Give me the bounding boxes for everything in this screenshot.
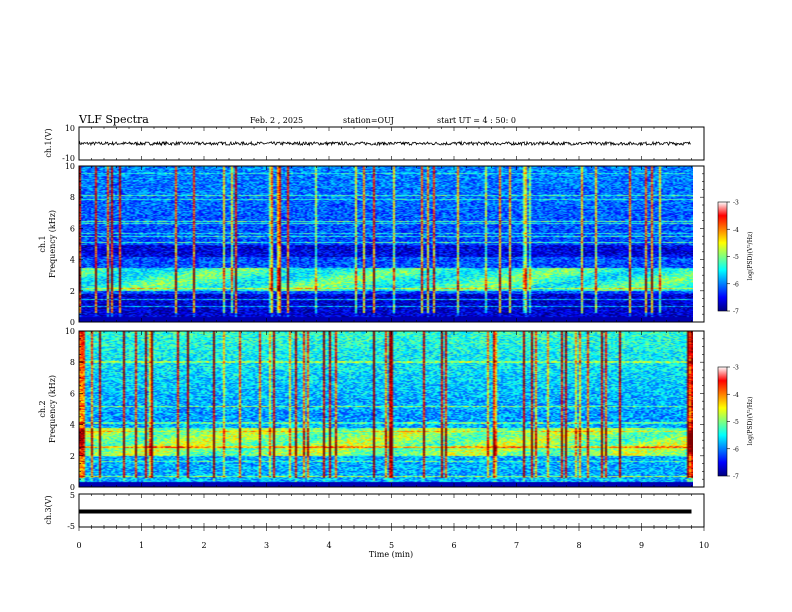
colorbar-tick-label: -6 — [733, 446, 739, 453]
ch2-colorbar-scale — [717, 366, 728, 477]
ch1-spectrogram-time-ticks — [78, 166, 705, 322]
ch2-spectrogram-image — [79, 331, 693, 487]
time-tick-label: 3 — [264, 541, 269, 550]
ch2-freq-ticks: 0 2 4 6 8 10 — [65, 327, 704, 492]
freq-tick-label: 6 — [70, 224, 75, 233]
ch1-spectrogram-channel-label: ch.1 — [38, 235, 47, 252]
colorbar-tick-label: -3 — [733, 365, 739, 372]
ch1-ytick-bottom: -10 — [62, 154, 75, 163]
time-tick-label: 0 — [76, 541, 81, 550]
ch3-waveform-panel: 5 -5 ch.3(V) — [44, 491, 705, 531]
ch1-freq-ticks: 0 2 4 6 8 10 — [65, 162, 704, 327]
time-tick-label: 4 — [326, 541, 331, 550]
ch3-ytick-top: 5 — [70, 491, 75, 500]
colorbar-tick-label: -5 — [733, 419, 739, 426]
freq-tick-label: 2 — [70, 287, 75, 296]
freq-tick-label: 6 — [70, 389, 75, 398]
ch3-waveform-ylabel: ch.3(V) — [44, 495, 53, 524]
time-tick-label: 10 — [699, 541, 709, 550]
freq-tick-label: 8 — [70, 358, 75, 367]
colorbar-tick-label: -5 — [733, 254, 739, 261]
time-tick-label: 7 — [514, 541, 519, 550]
ch1-waveform-panel: 10 -10 ch.1(V) — [44, 124, 705, 163]
ch1-waveform-ylabel: ch.1(V) — [44, 128, 53, 157]
time-tick-label: 6 — [451, 541, 456, 550]
time-tick-label: 8 — [576, 541, 581, 550]
ch2-spectrogram-panel: 0 2 4 6 8 10 ch.2 Frequency (kHz) — [38, 327, 705, 492]
freq-tick-label: 10 — [65, 162, 75, 171]
colorbar-tick-label: -6 — [733, 281, 739, 288]
freq-tick-label: 2 — [70, 452, 75, 461]
time-tick-label: 1 — [139, 541, 144, 550]
ch1-waveform-time-ticks — [78, 127, 705, 160]
colorbar-tick-label: -3 — [733, 200, 739, 207]
time-axis-tick-labels: 0 1 2 3 4 5 6 7 8 9 10 — [76, 541, 709, 550]
freq-tick-label: 8 — [70, 193, 75, 202]
time-tick-label: 5 — [389, 541, 394, 550]
ch2-colorbar: -3 -4 -5 -6 -7 log(PSD)(V²/Hz) — [717, 365, 754, 481]
ch1-spectrogram-image — [79, 166, 693, 322]
ch2-spectrogram-channel-label: ch.2 — [38, 400, 47, 417]
ch2-frequency-axis-label: Frequency (kHz) — [48, 375, 57, 443]
colorbar-tick-label: -4 — [733, 227, 739, 234]
station-label: station=OUJ — [343, 116, 394, 125]
ch1-colorbar-ticks: -3 -4 -5 -6 -7 — [727, 200, 739, 316]
ch1-ytick-top: 10 — [65, 124, 75, 133]
ch2-colorbar-label: log(PSD)(V²/Hz) — [747, 397, 754, 446]
colorbar-tick-label: -4 — [733, 392, 739, 399]
freq-tick-label: 4 — [70, 421, 75, 430]
ch1-colorbar: -3 -4 -5 -6 -7 log(PSD)(V²/Hz) — [717, 200, 754, 316]
start-time-label: start UT = 4 : 50: 0 — [437, 116, 516, 125]
time-tick-label: 9 — [639, 541, 644, 550]
ch2-colorbar-ticks: -3 -4 -5 -6 -7 — [727, 365, 739, 481]
ch1-spectrogram-panel: 0 2 4 6 8 10 ch.1 Frequency (kHz) — [38, 162, 705, 327]
ch1-colorbar-label: log(PSD)(V²/Hz) — [747, 232, 754, 281]
date-label: Feb. 2 , 2025 — [250, 116, 303, 125]
freq-tick-label: 10 — [65, 327, 75, 336]
freq-tick-label: 0 — [70, 318, 75, 327]
colorbar-tick-label: -7 — [733, 474, 739, 481]
ch1-colorbar-scale — [717, 201, 728, 312]
time-tick-label: 2 — [201, 541, 206, 550]
ch3-ytick-bottom: -5 — [67, 522, 75, 531]
time-axis-label: Time (min) — [369, 550, 413, 559]
ch1-frequency-axis-label: Frequency (kHz) — [48, 210, 57, 278]
freq-tick-label: 0 — [70, 483, 75, 492]
figure-title: VLF Spectra — [78, 113, 149, 126]
ch1-waveform-trace — [78, 140, 691, 147]
ch2-spectrogram-time-ticks — [78, 331, 705, 487]
freq-tick-label: 4 — [70, 256, 75, 265]
ch3-waveform-time-ticks — [78, 494, 705, 531]
colorbar-tick-label: -7 — [733, 309, 739, 316]
